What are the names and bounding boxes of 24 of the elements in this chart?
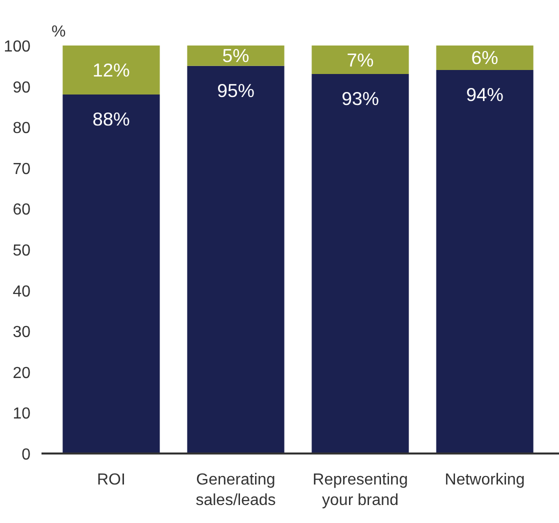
data-label: 94% (466, 84, 504, 105)
data-label: 5% (222, 45, 250, 66)
x-tick-label: Networking (444, 472, 525, 488)
y-tick-label: 60 (12, 202, 31, 219)
x-tick-label: ROI (97, 472, 126, 488)
y-tick-label: 70 (12, 160, 31, 178)
y-tick-label: 40 (12, 283, 31, 300)
y-tick-label: 80 (12, 120, 31, 138)
y-tick-label: 10 (12, 406, 31, 423)
y-tick-label: 50 (12, 242, 31, 260)
y-tick-label: 90 (12, 79, 31, 96)
y-tick-label: 30 (12, 324, 31, 342)
y-axis-title: % (52, 24, 66, 40)
y-tick-label: 100 (4, 38, 31, 56)
x-tick-label: Representing your brand (312, 472, 408, 509)
data-label: 7% (346, 49, 374, 70)
y-tick-label: 20 (12, 364, 31, 382)
data-label: 95% (217, 80, 254, 101)
data-label: 88% (92, 108, 130, 130)
data-label: 93% (342, 88, 379, 110)
y-tick-label: 0 (22, 446, 31, 464)
data-label: 12% (92, 59, 130, 80)
data-label: 6% (471, 47, 498, 68)
x-tick-label: Generating sales/leads (196, 472, 276, 509)
